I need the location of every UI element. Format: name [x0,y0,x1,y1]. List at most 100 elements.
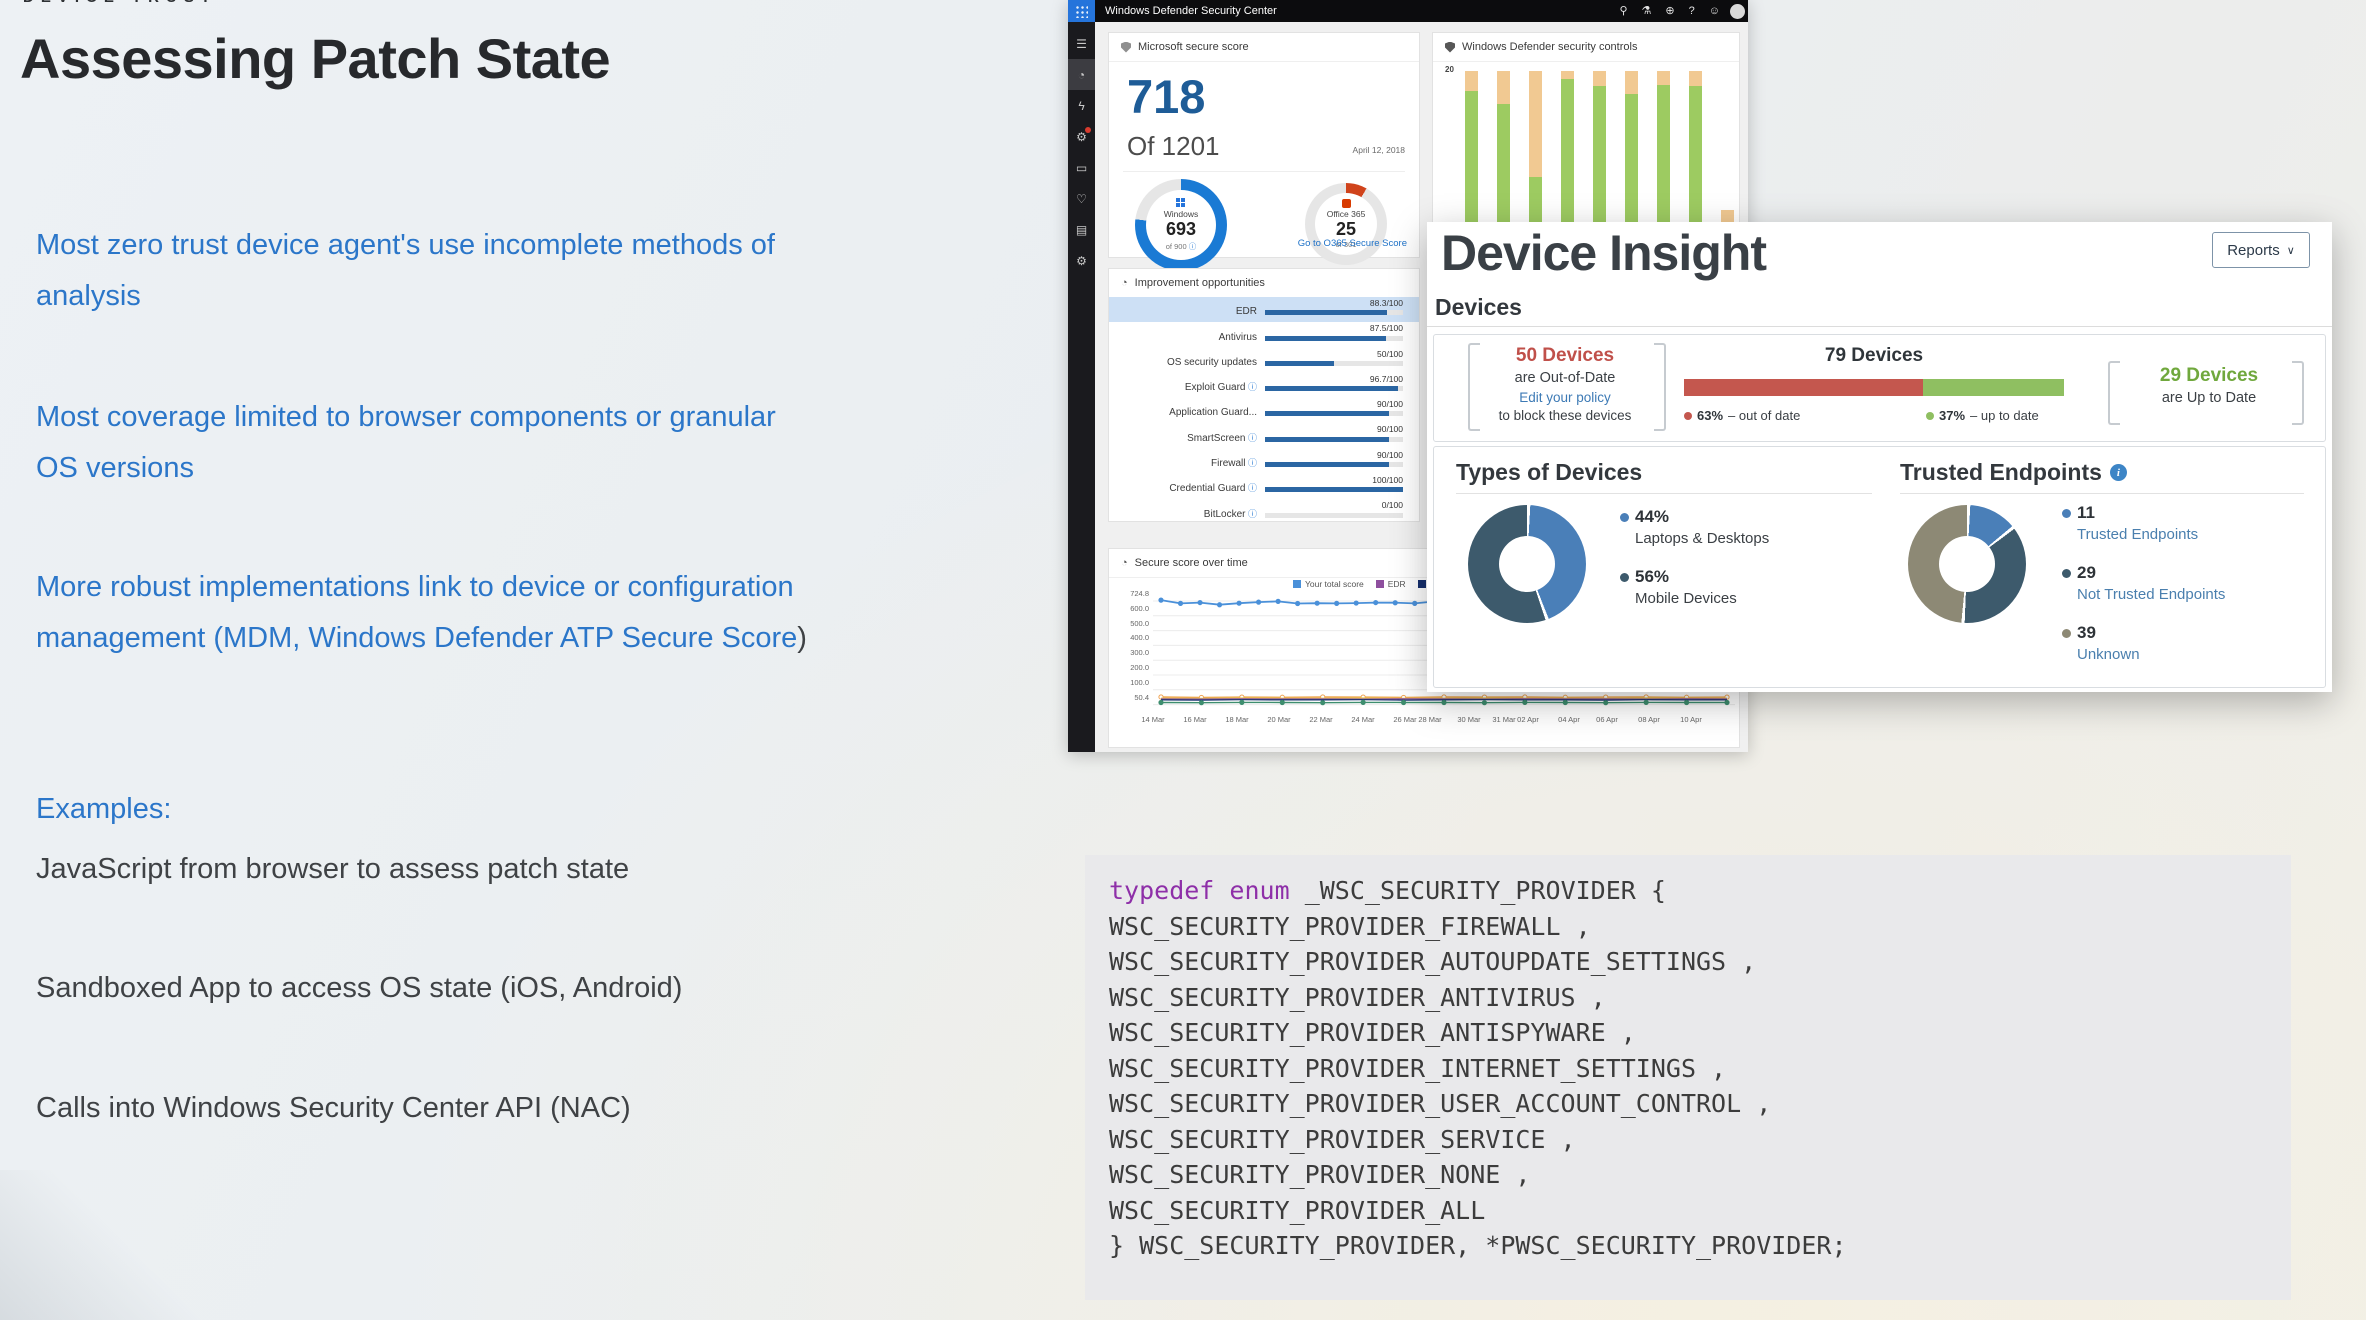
out-of-date-line: are Out-of-Date [1514,370,1616,386]
trusted-endpoints-donut [1908,505,2026,623]
improvement-row-antivirus[interactable]: Antivirus 87.5/100 [1109,322,1419,347]
info-icon[interactable]: ⓘ [1188,241,1197,251]
edit-policy-link[interactable]: Edit your policy [1519,390,1611,405]
out-pct: 63% [1697,408,1724,423]
sidebar-dashboard-icon[interactable]: ◔ [1068,59,1095,90]
sidebar-menu-icon[interactable]: ☰ [1076,36,1087,51]
x-tick: 10 Apr [1680,715,1702,724]
sidebar-inventory-icon[interactable]: ▤ [1075,222,1088,237]
code-keyword: typedef [1109,876,1215,905]
office-donut-value: 25 [1335,218,1357,239]
flask-icon[interactable]: ⚗ [1641,5,1652,17]
globe-icon[interactable]: ⊕ [1665,5,1675,17]
y-axis-tick: 20 [1445,65,1454,74]
info-icon[interactable]: i [2109,464,2127,481]
bullet-2-line-2: OS versions [36,452,194,484]
kicker: DEVICE TRUST [23,0,217,6]
improvement-row-firewall[interactable]: Firewall ⓘ 90/100 [1109,449,1419,474]
out-pct-text: – out of date [1728,408,1801,423]
bullet-3-line-2-text: management (MDM, Windows Defender ATP Se… [36,622,798,654]
improvement-row-credential-guard[interactable]: Credential Guard ⓘ 100/100 [1109,474,1419,499]
controls-bar-chart: EDRAntivirusOS securityExploit GuardAppl… [1455,71,1742,261]
bracket-right [1654,343,1666,431]
out-of-date-segment [1684,379,1924,396]
improvement-row-edr[interactable]: EDR 88.3/100 [1109,297,1419,323]
feedback-icon[interactable]: ☺ [1708,5,1720,17]
code-line: WSC_SECURITY_PROVIDER_ALL [1109,1195,1486,1225]
x-tick: 28 Mar [1418,715,1442,724]
info-icon[interactable]: ⓘ [1245,508,1257,519]
bracket-right [2292,361,2304,425]
improvement-row-os-security-updates[interactable]: OS security updates 50/100 [1109,348,1419,373]
improvement-label: Exploit Guard ⓘ [1184,382,1257,394]
secure-score-of: Of 1201 [1127,131,1220,161]
score-value: 96.7/100 [1369,373,1403,384]
x-tick: 14 Mar [1141,715,1165,724]
x-tick: 18 Mar [1225,715,1249,724]
secure-score-header-label: Microsoft secure score [1138,41,1249,53]
code-line: WSC_SECURITY_PROVIDER_USER_ACCOUNT_CONTR… [1109,1089,1772,1118]
avatar[interactable] [1730,3,1745,19]
improvement-row-exploit-guard[interactable]: Exploit Guard ⓘ 96.7/100 [1109,373,1419,398]
info-icon[interactable]: ⓘ [1245,382,1257,393]
score-bar [1265,462,1403,468]
score-value: 50/100 [1377,348,1403,359]
improvement-header-label: Improvement opportunities [1134,277,1265,289]
red-dot-icon [1684,411,1692,420]
reports-button[interactable]: Reports ∨ [2212,232,2310,268]
info-icon[interactable]: ⓘ [1245,458,1257,469]
office-score-donut: Office 365 25 of 301 [1305,183,1387,265]
sidebar-health-icon[interactable]: ♡ [1076,191,1087,206]
security-controls-header: Windows Defender security controls [1433,33,1739,62]
app-launcher-icon[interactable] [1068,0,1095,22]
o365-secure-score-link[interactable]: Go to O365 Secure Score [1297,238,1407,249]
example-2: Sandboxed App to access OS state (iOS, A… [36,972,683,1004]
score-value: 90/100 [1377,399,1403,410]
improvement-label: OS security updates [1166,356,1257,368]
sidebar-devices-icon[interactable]: ▭ [1075,160,1088,175]
code-block: typedef enum _WSC_SECURITY_PROVIDER { WS… [1085,855,2291,1300]
bracket-left [2108,361,2120,425]
chevron-down-icon: ∨ [2286,244,2295,257]
example-1: JavaScript from browser to assess patch … [36,853,630,885]
improvement-row-bitlocker[interactable]: BitLocker ⓘ 0/100 [1109,499,1419,524]
improvement-row-application-guard[interactable]: Application Guard... 90/100 [1109,398,1419,423]
search-icon[interactable]: ⚲ [1619,5,1628,17]
score-bar [1265,487,1403,493]
code-line: WSC_SECURITY_PROVIDER_NONE , [1109,1160,1531,1189]
score-value: 100/100 [1372,475,1403,486]
legend-your-total-score: Your total score [1293,579,1364,589]
up-to-date-segment [1923,379,2064,396]
info-icon[interactable]: ⓘ [1245,432,1257,443]
trusted-legend: 11 Trusted Endpoints 29 Not Trusted Endpoin… [2062,503,2225,683]
secure-score-card: Microsoft secure score 718 Of 1201 April… [1108,32,1420,271]
code-line: WSC_SECURITY_PROVIDER_SERVICE , [1109,1124,1576,1154]
x-tick: 20 Mar [1267,715,1291,724]
sidebar-alerts-icon[interactable]: ϟ [1078,98,1085,113]
shield-outline-icon [1121,41,1131,53]
defender-title: Windows Defender Security Center [1105,5,1277,17]
x-tick: 02 Apr [1517,715,1539,724]
improvement-label: BitLocker ⓘ [1203,508,1257,520]
gauge-icon: ◔ [1121,276,1128,289]
x-tick: 08 Apr [1638,715,1660,724]
page-title: Assessing Patch State [20,27,611,90]
up-to-date-line: are Up to Date [2161,390,2257,406]
sidebar-gear-badge-icon[interactable]: ⚙ [1068,121,1095,152]
x-tick: 30 Mar [1457,715,1481,724]
devices-status-bar [1684,379,2064,396]
help-icon[interactable]: ? [1688,5,1695,17]
legend-dot-icon [2062,628,2071,638]
sidebar-settings-icon[interactable]: ⚙ [1076,253,1087,268]
improvement-card: ◔ Improvement opportunities EDR 88.3/100 A… [1108,268,1420,522]
score-over-time-header: ◔ Secure score over time [1109,549,1739,578]
legend-unknown: 39 Unknown [2062,623,2225,683]
score-value: 88.3/100 [1369,298,1403,308]
info-icon[interactable]: ⓘ [1245,483,1257,494]
improvement-label: Credential Guard ⓘ [1169,483,1257,495]
improvement-row-smartscreen[interactable]: SmartScreen ⓘ 90/100 [1109,423,1419,448]
security-controls-header-label: Windows Defender security controls [1462,41,1638,53]
x-tick: 22 Mar [1309,715,1333,724]
score-bar [1265,335,1403,341]
